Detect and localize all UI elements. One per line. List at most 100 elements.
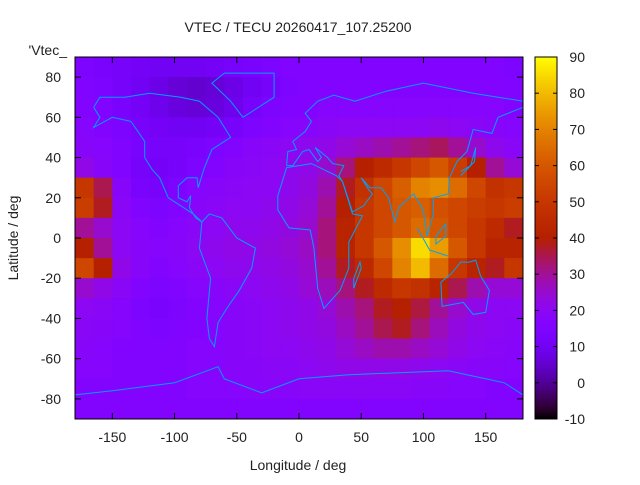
heatmap-cell (467, 177, 487, 199)
heatmap-cell (317, 358, 337, 380)
heatmap-cell (336, 318, 356, 340)
heatmap-cell (448, 398, 468, 420)
heatmap-cell (112, 358, 132, 380)
heatmap-cell (112, 97, 132, 118)
heatmap-cell (224, 157, 244, 179)
heatmap-cell (485, 398, 505, 420)
heatmap-cell (355, 278, 375, 299)
heatmap-cell (355, 97, 375, 118)
heatmap-cell (112, 278, 132, 299)
heatmap-cell (280, 117, 300, 138)
heatmap-cells (75, 57, 524, 420)
heatmap-cell (187, 278, 207, 299)
heatmap-cell (243, 278, 263, 299)
heatmap-cell (448, 97, 468, 118)
heatmap-cell (93, 338, 113, 360)
heatmap-cell (504, 117, 524, 138)
heatmap-cell (187, 157, 207, 179)
heatmap-cell (299, 177, 319, 199)
heatmap-cell (205, 238, 225, 259)
heatmap-cell (467, 318, 487, 340)
coastline (416, 227, 449, 257)
colorbar-tick-label: 90 (569, 49, 585, 65)
heatmap-cell (411, 137, 431, 159)
heatmap-cell (187, 77, 207, 98)
heatmap-cell (243, 338, 263, 360)
heatmap-cell (504, 97, 524, 118)
heatmap-cell (75, 298, 95, 319)
heatmap-cell (149, 298, 169, 319)
heatmap-cell (467, 378, 487, 400)
heatmap-cell (467, 238, 487, 259)
heatmap-cell (429, 338, 449, 360)
heatmap-cell (93, 97, 113, 118)
heatmap-cell (93, 57, 113, 78)
heatmap-cell (168, 197, 188, 219)
heatmap-cell (299, 378, 319, 400)
heatmap-cell (168, 378, 188, 400)
heatmap-cell (373, 217, 393, 239)
heatmap-cell (485, 177, 505, 199)
heatmap-cell (411, 57, 431, 78)
heatmap-cell (504, 77, 524, 98)
heatmap-cell (187, 378, 207, 400)
x-tick-label: 0 (295, 429, 303, 445)
heatmap-cell (485, 338, 505, 360)
coastline (460, 147, 477, 177)
colorbar-tick-label: 10 (569, 339, 585, 355)
heatmap-cell (448, 318, 468, 340)
heatmap-cell (317, 177, 337, 199)
heatmap-cell (392, 57, 412, 78)
heatmap-cell (168, 157, 188, 179)
heatmap-cell (149, 197, 169, 219)
x-tick-label: -150 (98, 429, 126, 445)
heatmap-cell (187, 258, 207, 279)
heatmap-cell (448, 197, 468, 219)
heatmap-cell (299, 157, 319, 179)
x-tick-label: -100 (161, 429, 189, 445)
heatmap-cell (187, 177, 207, 199)
heatmap-cell (261, 338, 281, 360)
heatmap-cell (149, 378, 169, 400)
heatmap-cell (411, 378, 431, 400)
heatmap-cell (485, 217, 505, 239)
heatmap-cell (504, 298, 524, 319)
coastline (440, 259, 490, 315)
heatmap-cell (187, 298, 207, 319)
heatmap-cell (448, 77, 468, 98)
heatmap-cell (392, 217, 412, 239)
heatmap-cell (261, 238, 281, 259)
heatmap-cell (243, 177, 263, 199)
heatmap-cell (168, 77, 188, 98)
heatmap-cell (504, 238, 524, 259)
heatmap-cell (429, 197, 449, 219)
heatmap-cell (467, 157, 487, 179)
heatmap-cell (149, 77, 169, 98)
heatmap-cell (75, 398, 95, 420)
heatmap-cell (112, 338, 132, 360)
heatmap-cell (243, 217, 263, 239)
heatmap-cell (504, 358, 524, 380)
heatmap-cell (131, 398, 151, 420)
y-tick-label: 40 (45, 150, 61, 166)
heatmap-cell (112, 258, 132, 279)
coastline (92, 92, 232, 223)
heatmap-cell (448, 298, 468, 319)
heatmap-cell (336, 157, 356, 179)
heatmap-cell (280, 258, 300, 279)
colorbar-tick-label: 70 (569, 121, 585, 137)
heatmap-cell (149, 97, 169, 118)
heatmap-cell (392, 238, 412, 259)
heatmap-cell (299, 77, 319, 98)
heatmap-cell (299, 238, 319, 259)
heatmap-cell (261, 157, 281, 179)
heatmap-cell (448, 258, 468, 279)
heatmap-cell (373, 57, 393, 78)
x-axis-ticks: -150 -100 -50 0 50 100 150 (98, 57, 498, 445)
heatmap-cell (411, 97, 431, 118)
heatmap-cell (317, 238, 337, 259)
coastline (74, 366, 524, 396)
y-tick-label: 0 (53, 230, 61, 246)
coastline (286, 82, 524, 166)
heatmap-cell (336, 97, 356, 118)
